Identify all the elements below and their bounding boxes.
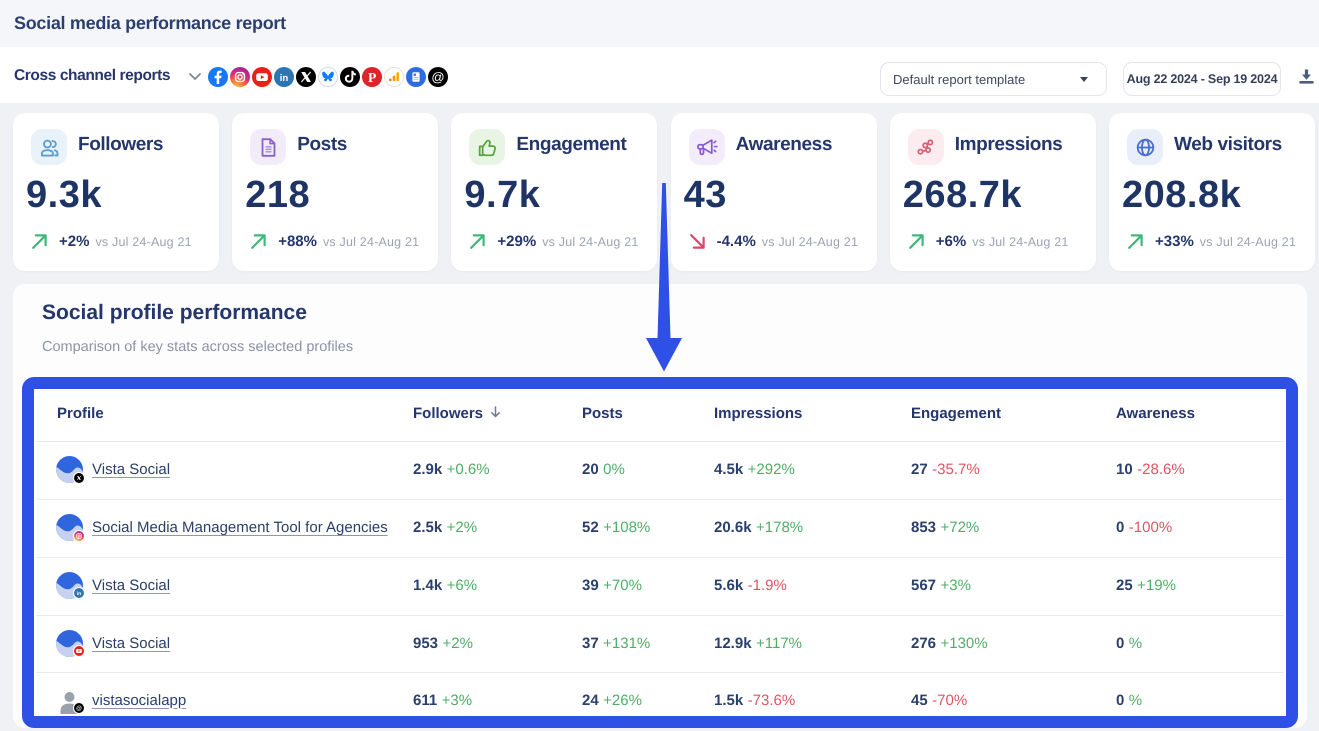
svg-text:P: P xyxy=(368,70,376,85)
svg-text:in: in xyxy=(280,73,289,84)
svg-text:@: @ xyxy=(431,70,444,85)
